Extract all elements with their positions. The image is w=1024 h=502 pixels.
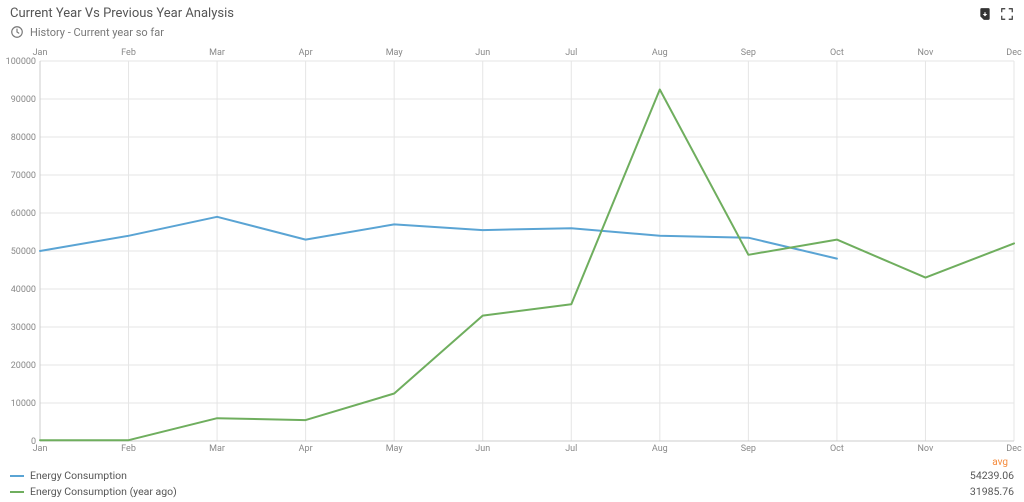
svg-text:50000: 50000 <box>11 247 36 257</box>
svg-text:30000: 30000 <box>11 323 36 333</box>
svg-text:Feb: Feb <box>121 444 136 453</box>
svg-text:20000: 20000 <box>11 361 36 371</box>
legend-swatch <box>10 491 24 493</box>
legend-row[interactable]: Energy Consumption (year ago) 31985.76 <box>10 484 1014 500</box>
panel-header: Current Year Vs Previous Year Analysis <box>0 0 1024 23</box>
svg-text:May: May <box>386 48 404 58</box>
svg-text:Oct: Oct <box>830 444 844 453</box>
svg-text:Apr: Apr <box>299 48 313 58</box>
svg-text:Dec: Dec <box>1006 48 1022 58</box>
svg-text:Feb: Feb <box>121 48 136 58</box>
subtitle-text: History - Current year so far <box>30 26 164 39</box>
svg-text:Sep: Sep <box>741 444 756 453</box>
svg-text:Jan: Jan <box>33 48 48 58</box>
legend-row[interactable]: Energy Consumption 54239.06 <box>10 468 1014 484</box>
legend-label: Energy Consumption <box>30 468 127 484</box>
svg-text:Nov: Nov <box>918 444 934 453</box>
expand-icon[interactable] <box>1000 7 1014 21</box>
svg-text:70000: 70000 <box>11 171 36 181</box>
svg-text:Jul: Jul <box>565 48 577 58</box>
svg-text:Oct: Oct <box>830 48 844 58</box>
svg-text:Dec: Dec <box>1006 444 1022 453</box>
svg-text:May: May <box>386 444 404 453</box>
svg-text:10000: 10000 <box>11 399 36 409</box>
svg-text:90000: 90000 <box>11 95 36 105</box>
svg-text:Aug: Aug <box>652 48 668 58</box>
legend: avg Energy Consumption54239.06Energy Con… <box>0 453 1024 502</box>
legend-avg-header: avg <box>10 457 1014 468</box>
svg-text:Sep: Sep <box>741 48 756 58</box>
svg-text:Apr: Apr <box>299 444 313 453</box>
svg-text:Jan: Jan <box>33 444 48 453</box>
chart-area: 0100002000030000400005000060000700008000… <box>0 43 1024 453</box>
svg-text:Mar: Mar <box>209 444 225 453</box>
legend-swatch <box>10 475 24 477</box>
svg-text:Jun: Jun <box>475 48 490 58</box>
panel-subheader: History - Current year so far <box>0 23 1024 43</box>
svg-text:Jul: Jul <box>565 444 577 453</box>
svg-text:Jun: Jun <box>475 444 490 453</box>
svg-text:60000: 60000 <box>11 209 36 219</box>
legend-avg-value: 31985.76 <box>970 484 1014 500</box>
svg-text:Nov: Nov <box>918 48 934 58</box>
clock-icon <box>10 25 24 39</box>
svg-text:Mar: Mar <box>209 48 225 58</box>
line-chart: 0100002000030000400005000060000700008000… <box>0 43 1024 453</box>
svg-text:Aug: Aug <box>652 444 668 453</box>
svg-text:80000: 80000 <box>11 133 36 143</box>
legend-avg-value: 54239.06 <box>970 468 1014 484</box>
svg-text:100000: 100000 <box>6 57 36 67</box>
header-actions <box>978 7 1014 21</box>
legend-label: Energy Consumption (year ago) <box>30 484 177 500</box>
panel-title: Current Year Vs Previous Year Analysis <box>10 6 234 21</box>
svg-text:40000: 40000 <box>11 285 36 295</box>
download-icon[interactable] <box>978 7 992 21</box>
